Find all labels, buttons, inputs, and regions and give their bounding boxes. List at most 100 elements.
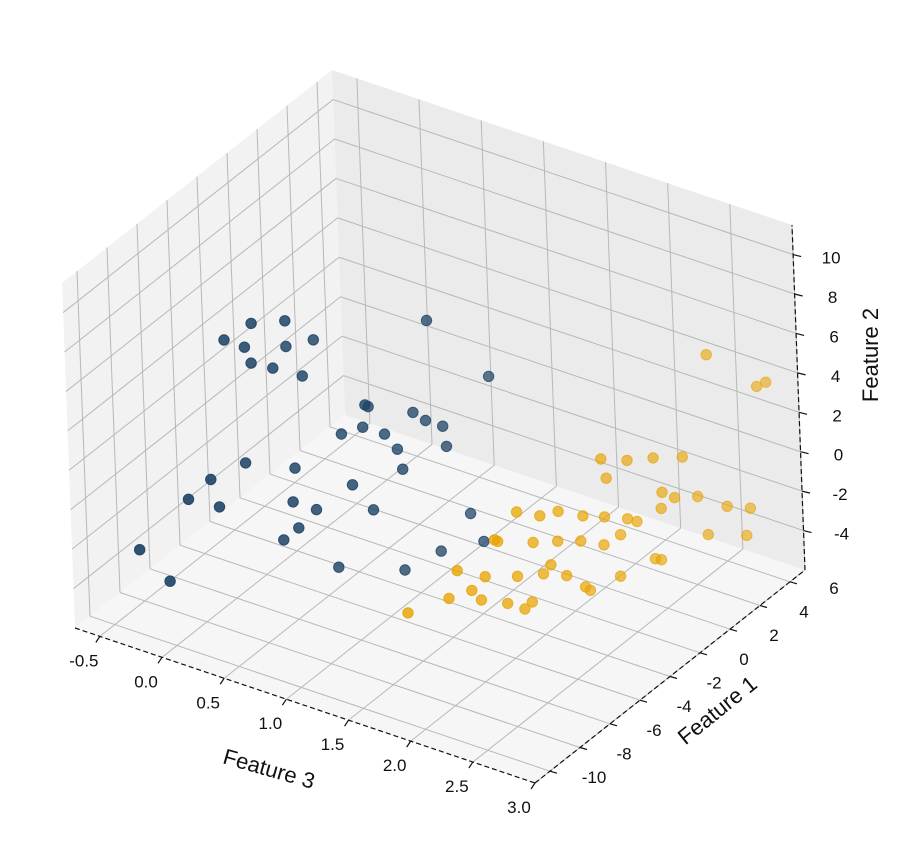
z-tick-mark	[794, 293, 803, 297]
z-tick-label: 2	[832, 406, 841, 425]
scatter-point-series-2	[575, 535, 587, 547]
scatter-point-series-2	[552, 505, 564, 517]
grid-line-x-back	[480, 120, 495, 466]
scatter-point-series-2	[741, 529, 753, 542]
y-tick-label: 6	[829, 579, 838, 598]
grid-line-z-left	[62, 99, 334, 313]
grid-line-y-left	[286, 105, 301, 451]
scatter-point-series-2	[621, 454, 633, 467]
z-tick-mark	[803, 529, 812, 534]
grid-line-y-floor	[209, 521, 671, 677]
grid-line-y-floor	[149, 568, 611, 725]
grid-line-y-floor	[299, 450, 761, 606]
x-tick-mark	[530, 782, 536, 790]
scatter-point-series-2	[402, 607, 414, 619]
scatter-point-series-2	[600, 472, 612, 484]
scatter-point-series-1	[464, 507, 477, 520]
scatter-point-series-1	[164, 575, 176, 587]
scatter-point-series-1	[333, 561, 345, 573]
scatter-point-series-1	[280, 340, 292, 353]
grid-line-z-left	[68, 256, 340, 471]
scatter-point-series-2	[511, 570, 524, 582]
scatter-point-series-1	[378, 428, 391, 440]
grid-line-y-left	[316, 81, 331, 427]
x-tick-label: 3.0	[507, 798, 531, 817]
scatter-point-series-2	[466, 584, 478, 597]
scatter-point-series-1	[437, 420, 449, 432]
z-tick-mark	[792, 253, 802, 258]
scatter-point-series-2	[760, 376, 772, 388]
grid-line-y-left	[76, 271, 91, 617]
scatter-point-series-2	[479, 571, 491, 583]
scatter-point-series-1	[293, 522, 305, 534]
axes-panes	[62, 70, 805, 783]
grid-line-y-left	[256, 129, 271, 475]
z-tick-mark	[800, 451, 809, 455]
scatter-point-series-2	[744, 502, 757, 514]
scatter-point-series-1	[296, 370, 308, 382]
y-tick-label: 0	[739, 650, 748, 669]
grid-line-z-back	[341, 335, 803, 492]
grid-line-z-back	[338, 256, 800, 413]
scatter-point-series-2	[614, 570, 627, 582]
scatter-point-series-2	[527, 536, 539, 549]
grid-line-y-left	[166, 200, 181, 546]
x-tick-mark	[157, 656, 163, 664]
z-tick-label: 6	[829, 327, 838, 346]
y-tick-mark	[699, 652, 708, 656]
z-tick-label: 10	[822, 249, 841, 268]
scatter-point-series-1	[218, 334, 230, 346]
y-tick-label: 4	[799, 603, 808, 622]
grid-line-y-floor	[179, 544, 641, 701]
z-axis-line	[791, 224, 806, 571]
grid-line-y-left	[196, 176, 211, 522]
scatter-point-series-2	[621, 513, 634, 525]
scatter-point-series-2	[655, 554, 668, 566]
y-tick-mark	[549, 770, 558, 774]
x-tick-mark	[281, 698, 287, 706]
scatter-point-series-1	[440, 440, 453, 453]
x-tick-mark	[95, 636, 101, 643]
grid-line-x-back	[667, 183, 682, 529]
scatter-point-series-2	[510, 506, 523, 518]
scatter-point-series-2	[526, 596, 538, 608]
scatter-point-series-1	[335, 428, 348, 440]
y-tick-mark	[639, 699, 648, 703]
y-tick-label: -4	[676, 697, 691, 716]
scatter-point-series-2	[451, 564, 463, 577]
x-tick-label: -0.5	[69, 651, 98, 670]
x-tick-label: 0.5	[196, 693, 220, 712]
scatter-point-series-2	[545, 559, 557, 571]
y-tick-mark	[669, 675, 678, 680]
grid-line-z-left	[64, 138, 335, 353]
scatter-point-series-2	[552, 535, 564, 547]
scatter-point-series-1	[357, 421, 369, 433]
scatter-point-series-2	[598, 511, 611, 523]
x-axis-title: Feature 3	[220, 744, 317, 794]
grid-line-z-left	[67, 217, 338, 432]
scatter-point-series-2	[676, 451, 688, 463]
scatter-point-series-2	[614, 529, 627, 541]
grid-line-z-back	[340, 296, 801, 453]
z-axis-title: Feature 2	[858, 308, 883, 402]
x-tick-label: 2.5	[445, 777, 469, 796]
grid-line-z-back	[337, 217, 798, 374]
scatter-point-series-2	[656, 486, 668, 498]
z-tick-label: 0	[834, 446, 843, 465]
scatter-point-series-1	[134, 544, 146, 556]
z-tick-label: 4	[831, 367, 840, 386]
scatter-point-series-2	[502, 597, 514, 610]
scatter-point-series-1	[419, 414, 432, 427]
scatter-point-series-2	[721, 500, 733, 512]
grid-line-x-back	[418, 99, 433, 445]
grid-line-y-left	[226, 152, 241, 498]
scatter-point-series-1	[346, 479, 359, 491]
scatter-point-series-1	[435, 545, 447, 557]
scatter-point-series-1	[399, 564, 411, 576]
scatter-point-series-1	[289, 462, 301, 474]
scatter-point-series-1	[205, 473, 217, 486]
y-tick-label: -10	[582, 768, 607, 787]
scatter-point-series-2	[700, 349, 712, 361]
scatter-point-series-1	[279, 315, 291, 327]
